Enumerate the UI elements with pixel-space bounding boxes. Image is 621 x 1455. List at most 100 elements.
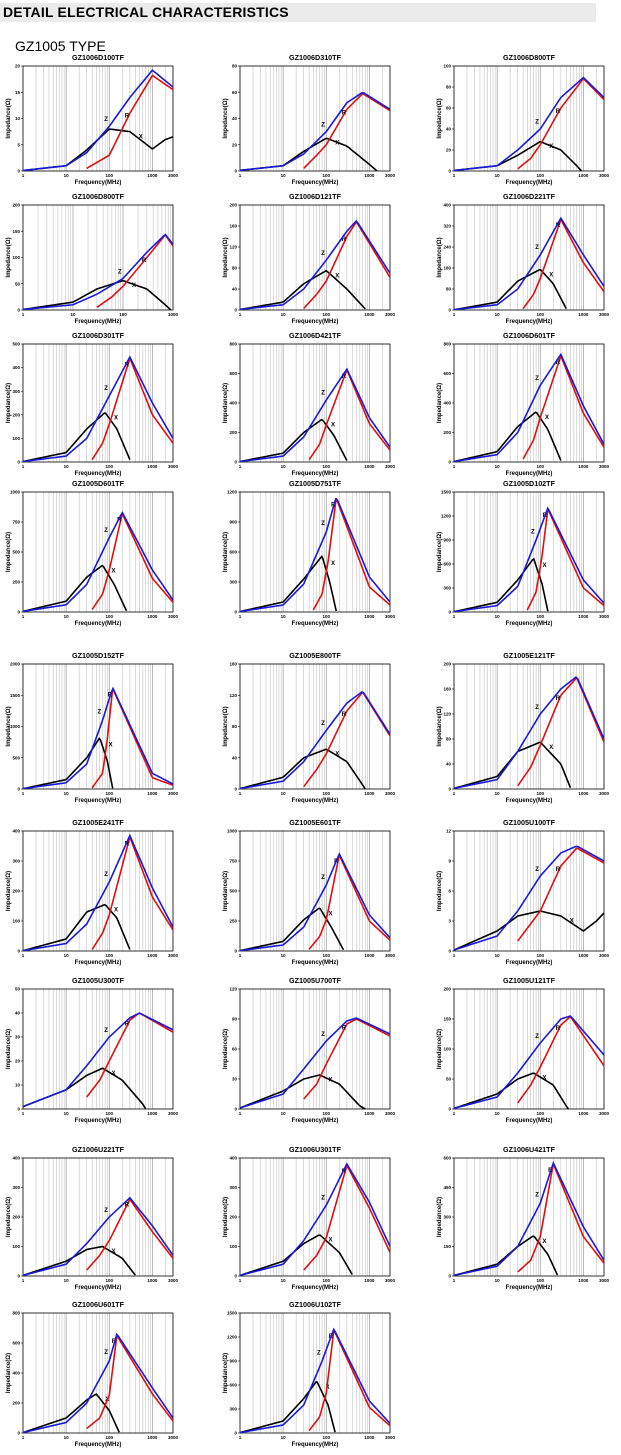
x-axis-label: Frequency(MHz) [292, 1442, 339, 1448]
x-tick-label: 10 [281, 953, 287, 958]
y-tick-label: 0 [17, 787, 20, 792]
x-tick-label: 3000 [168, 464, 179, 469]
y-tick-label: 500 [12, 342, 20, 347]
series-z-line [240, 691, 390, 789]
series-r-line [91, 688, 173, 789]
series-x-line [240, 748, 366, 789]
y-tick-label: 400 [443, 401, 451, 406]
x-tick-label: 3000 [385, 312, 396, 317]
series-x-line [23, 412, 131, 462]
y-tick-label: 300 [12, 1185, 20, 1190]
curve-label-z: Z [104, 528, 108, 534]
chart-title: GZ1005D751TF [289, 479, 342, 488]
chart-title: GZ1006D800TF [72, 192, 125, 201]
y-tick-label: 200 [443, 987, 451, 992]
section-title: GZ1005 TYPE [15, 38, 106, 54]
series-z-line [23, 833, 173, 951]
x-axis-label: Frequency(MHz) [75, 471, 122, 477]
x-tick-label: 3000 [385, 1111, 396, 1116]
chart: GZ1005U300TF 0 10 20 30 40 50 1 10 100 1000 3000 Fre… [6, 976, 179, 1124]
y-tick-label: 320 [443, 224, 451, 229]
x-axis-label: Frequency(MHz) [506, 180, 553, 186]
y-tick-label: 0 [234, 460, 237, 465]
y-tick-label: 0 [17, 1107, 20, 1112]
y-tick-label: 10 [15, 1083, 21, 1088]
series-z-line [23, 1012, 173, 1108]
chart-title: GZ1006D601TF [503, 331, 556, 340]
series-z-line [454, 845, 604, 951]
chart: GZ1006U601TF 0 200 400 600 800 1 10 100 1000 3000 F… [6, 1300, 179, 1448]
chart: GZ1006D100TF 0 5 10 15 20 1 10 100 1000 3000 Freque… [6, 53, 179, 186]
y-tick-label: 0 [448, 169, 451, 174]
y-tick-label: 0 [234, 610, 237, 615]
y-tick-label: 200 [229, 430, 237, 435]
x-tick-label: 100 [323, 614, 331, 619]
y-tick-label: 200 [12, 1215, 20, 1220]
y-tick-label: 200 [229, 203, 237, 208]
x-tick-label: 1 [453, 1111, 456, 1116]
y-axis-label: Impedance(Ω) [6, 98, 12, 138]
curve-label-z: Z [98, 709, 102, 715]
curve-label-r: R [556, 109, 561, 115]
y-tick-label: 0 [448, 610, 451, 615]
y-tick-label: 0 [17, 949, 20, 954]
plot-frame [453, 491, 605, 613]
x-tick-label: 10 [281, 791, 287, 796]
y-tick-label: 0 [234, 787, 237, 792]
y-tick-label: 400 [229, 1156, 237, 1161]
y-tick-label: 200 [12, 203, 20, 208]
plot-frame [22, 988, 174, 1110]
chart-title: GZ1005E121TF [503, 651, 555, 660]
y-tick-label: 100 [12, 919, 20, 924]
y-axis-label: Impedance(Ω) [437, 98, 443, 138]
series-x-line [454, 557, 549, 612]
x-tick-label: 100 [106, 1278, 114, 1283]
x-axis-label: Frequency(MHz) [506, 621, 553, 627]
y-tick-label: 0 [17, 1431, 20, 1436]
series-z-line [240, 497, 390, 612]
chart-title: GZ1005D152TF [72, 651, 125, 660]
curve-label-x: X [109, 743, 113, 749]
chart: GZ1006D421TF 0 200 400 600 800 1 10 100 1000 3000 F… [223, 331, 396, 477]
y-tick-label: 0 [17, 610, 20, 615]
x-axis-label: Frequency(MHz) [75, 1442, 122, 1448]
x-tick-label: 10 [64, 173, 70, 178]
y-tick-label: 0 [448, 308, 451, 313]
x-tick-label: 10 [64, 464, 70, 469]
x-tick-label: 1 [239, 614, 242, 619]
x-tick-label: 1 [22, 1435, 25, 1440]
y-tick-label: 30 [15, 1035, 21, 1040]
curve-label-z: Z [104, 872, 108, 878]
curve-label-x: X [543, 1239, 547, 1245]
chart: GZ1006U421TF 0 150 300 450 600 1 10 100 1000 3000 F… [437, 1145, 610, 1291]
x-tick-label: 3000 [599, 614, 610, 619]
series-z-line [240, 1162, 390, 1276]
x-tick-label: 3000 [385, 1278, 396, 1283]
series-x-line [23, 1393, 120, 1433]
x-tick-label: 1 [453, 464, 456, 469]
chart: GZ1006D310TF 0 20 40 60 80 1 10 100 1000 3000 Frequ… [223, 53, 396, 186]
curve-label-x: X [543, 1076, 547, 1082]
series-x-line [23, 1245, 136, 1276]
series-x-line [240, 1074, 366, 1109]
x-tick-label: 1 [239, 173, 242, 178]
series-x-line [454, 411, 562, 462]
curve-label-r: R [342, 110, 347, 116]
x-tick-label: 1000 [147, 1278, 158, 1283]
x-tick-label: 100 [323, 953, 331, 958]
x-tick-label: 3000 [385, 953, 396, 958]
y-tick-label: 300 [229, 1407, 237, 1412]
y-tick-label: 0 [448, 787, 451, 792]
x-tick-label: 1000 [364, 1278, 375, 1283]
y-tick-label: 160 [229, 662, 237, 667]
y-tick-label: 1500 [10, 693, 21, 698]
curve-label-r: R [342, 374, 347, 380]
series-x-line [454, 268, 567, 310]
curve-label-r: R [117, 518, 122, 524]
y-axis-label: Impedance(Ω) [437, 532, 443, 572]
curve-label-r: R [342, 1169, 347, 1175]
series-r-line [308, 1328, 390, 1432]
x-axis-label: Frequency(MHz) [292, 471, 339, 477]
curve-label-z: Z [321, 1195, 325, 1201]
